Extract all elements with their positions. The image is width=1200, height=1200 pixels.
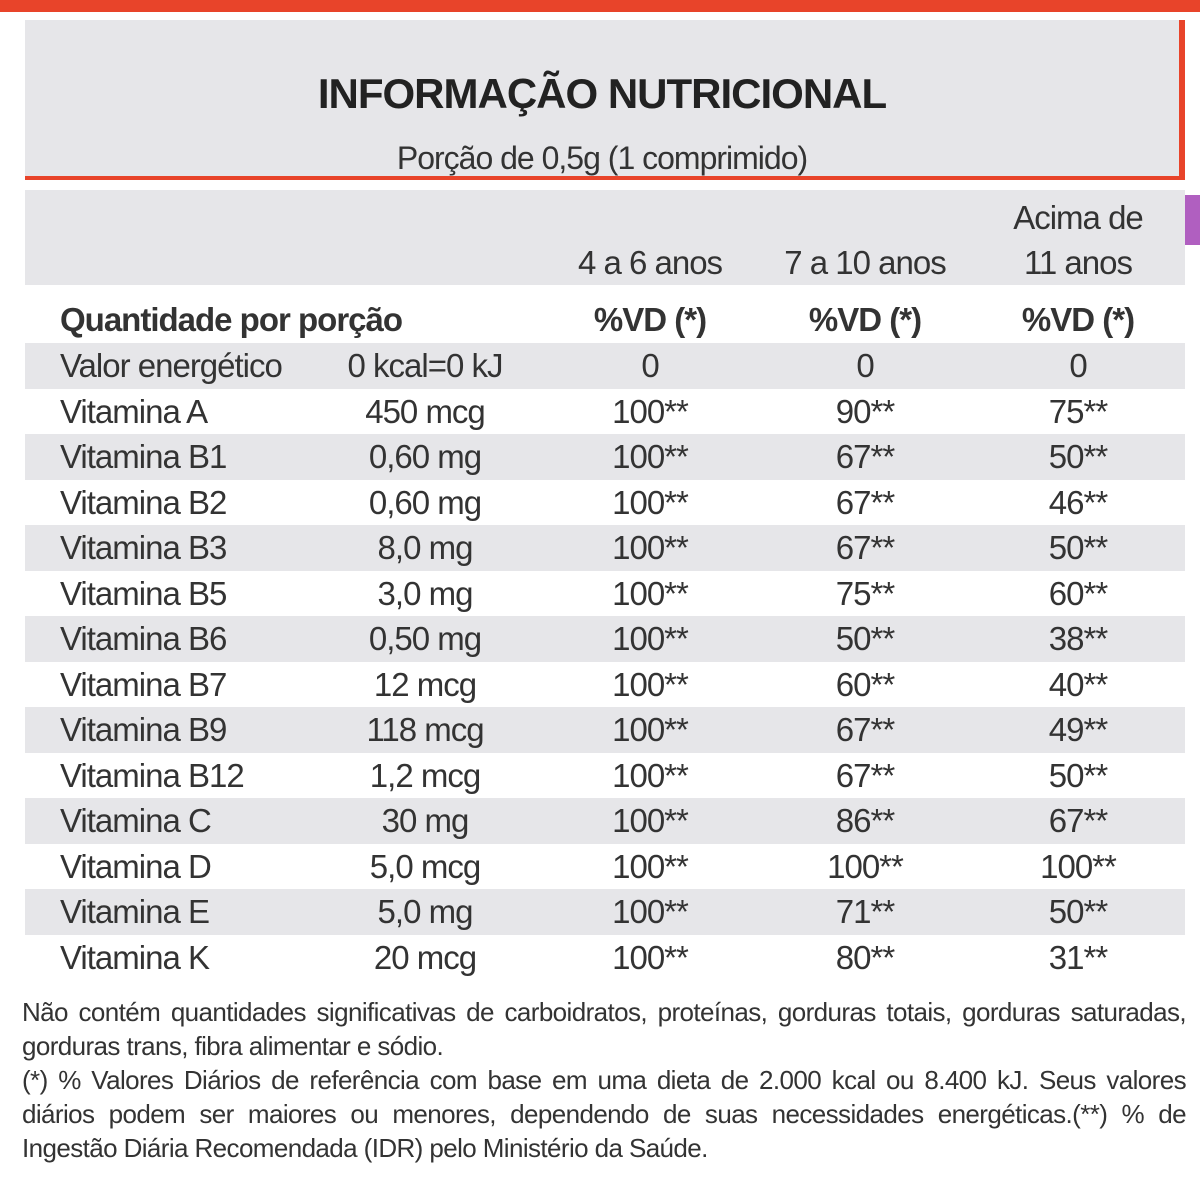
table-cell: 80** (835, 938, 895, 976)
table-cell: Vitamina B1 (60, 438, 227, 475)
table-cell: 0 (641, 347, 659, 384)
table-cell: 1,2 mcg (369, 756, 481, 794)
table-cell: Vitamina B6 (60, 620, 227, 657)
table-cell: 8,0 mg (377, 529, 474, 566)
row-band (25, 798, 1185, 844)
table-cell: 75** (1048, 392, 1108, 430)
table-cell: Vitamina K (60, 938, 210, 976)
title: INFORMAÇÃO NUTRICIONAL (317, 70, 887, 117)
table-cell: 100** (612, 620, 689, 657)
top-bar (0, 0, 1200, 12)
age-group: 4 a 6 anos (577, 244, 723, 281)
table-cell: 75** (835, 574, 895, 612)
table-cell: Vitamina B2 (60, 483, 227, 521)
table-cell: 49** (1048, 711, 1108, 748)
table-cell: 100** (827, 847, 904, 885)
table-cell: 0,50 mg (368, 620, 482, 657)
table-cell: 50** (1048, 756, 1108, 794)
table-cell: 12 mcg (373, 665, 477, 703)
table-cell: 100** (612, 574, 689, 612)
table-cell: 0 (856, 347, 874, 384)
footer-notes: Não contém quantidades significativas de… (22, 995, 1187, 1165)
table-cell: 100** (612, 529, 689, 566)
table-cell: 31** (1048, 938, 1108, 976)
table-cell: 30 mg (381, 802, 470, 839)
table-cell: 67** (835, 483, 895, 521)
table-cell: 46** (1048, 483, 1108, 521)
table-cell: 50** (835, 620, 895, 657)
table-cell: 5,0 mcg (369, 847, 481, 885)
table-cell: 50** (1048, 893, 1108, 930)
footer-note: (*) % Valores Diários de referência com … (22, 1065, 1187, 1163)
age-group: Acima de 11 anos (1013, 199, 1144, 281)
column-header-band (25, 190, 1185, 285)
table-header-cell: Quantidade por porção (60, 301, 403, 338)
table-cell: Vitamina B5 (60, 574, 227, 612)
table-cell: Vitamina D (60, 847, 212, 885)
age-group: 7 a 10 anos (784, 244, 946, 281)
table-cell: 86** (835, 802, 895, 839)
row-band (25, 343, 1185, 389)
table-cell: 60** (835, 665, 895, 703)
table-cell: 5,0 mg (377, 893, 474, 930)
header-box: INFORMAÇÃO NUTRICIONAL Porção de 0,5g (1… (25, 20, 1185, 180)
row-band (25, 707, 1185, 753)
table-cell: 0,60 mg (368, 483, 482, 521)
table-cell: 20 mcg (373, 938, 477, 976)
table-cell: 67** (835, 529, 895, 566)
table-cell: 0 kcal=0 kJ (347, 347, 504, 384)
table-cell: Vitamina E (60, 893, 210, 930)
table-cell: 90** (835, 392, 895, 430)
table-cell: Vitamina B3 (60, 529, 227, 566)
table-cell: 0 (1069, 347, 1087, 384)
row-band (25, 525, 1185, 571)
table-cell: 100** (612, 438, 689, 475)
table-cell: 3,0 mg (377, 574, 474, 612)
table-header-cell: %VD (*) (808, 301, 922, 338)
table-header-cell: %VD (*) (593, 301, 707, 338)
table-header-cell: %VD (*) (1021, 301, 1135, 338)
table-cell: 67** (835, 438, 895, 475)
table-cell: Vitamina B12 (60, 756, 245, 794)
side-accent (1185, 195, 1200, 245)
table-cell: 450 mcg (365, 392, 486, 430)
table-cell: 100** (612, 802, 689, 839)
table-cell: 67** (1048, 802, 1108, 839)
table-cell: 100** (612, 392, 689, 430)
table-cell: 100** (612, 938, 689, 976)
table-cell: 38** (1048, 620, 1108, 657)
table-cell: 67** (835, 756, 895, 794)
table-cell: 60** (1048, 574, 1108, 612)
table-cell: 100** (612, 483, 689, 521)
table-cell: 100** (1040, 847, 1117, 885)
table-cell: Vitamina B9 (60, 711, 227, 748)
row-band (25, 434, 1185, 480)
table-cell: 67** (835, 711, 895, 748)
subtitle: Porção de 0,5g (1 comprimido) (396, 140, 808, 176)
row-band (25, 616, 1185, 662)
table-cell: 118 mcg (366, 711, 484, 748)
table-cell: Vitamina C (60, 802, 212, 839)
table-cell: 71** (835, 893, 895, 930)
table-cell: 0,60 mg (368, 438, 482, 475)
table-cell: 40** (1048, 665, 1108, 703)
table-cell: 100** (612, 893, 689, 930)
table-cell: 50** (1048, 438, 1108, 475)
footer-note: Não contém quantidades significativas de… (22, 997, 1187, 1061)
table-cell: 100** (612, 665, 689, 703)
table-cell: 100** (612, 756, 689, 794)
row-band (25, 889, 1185, 935)
table-cell: 100** (612, 711, 689, 748)
table-cell: Vitamina B7 (60, 665, 227, 703)
table-cell: 50** (1048, 529, 1108, 566)
table-cell: Vitamina A (60, 392, 208, 430)
table-cell: 100** (612, 847, 689, 885)
table-cell: Valor energético (60, 347, 283, 384)
